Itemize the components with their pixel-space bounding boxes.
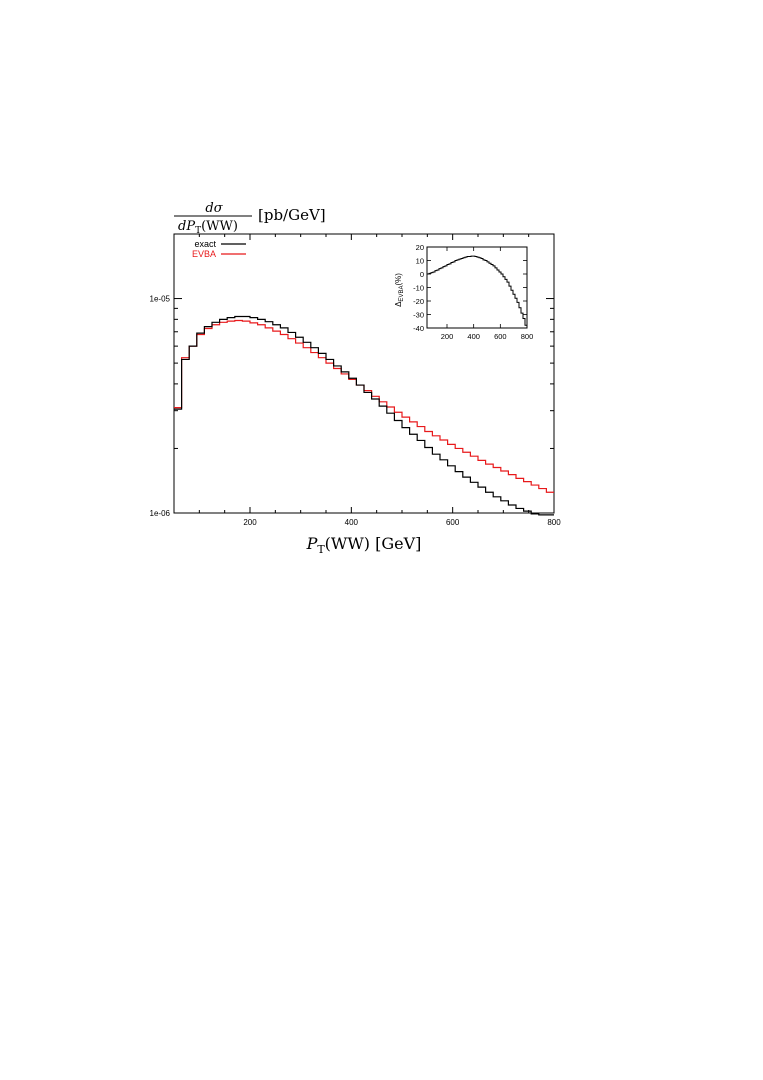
inset-x-tick-label: 200 xyxy=(441,332,454,341)
x-tick-label: 200 xyxy=(243,518,257,527)
inset-y-tick-label: 0 xyxy=(420,270,424,279)
inset-y-tick-label: -30 xyxy=(413,311,424,320)
inset-y-tick-label: -20 xyxy=(413,297,424,306)
inset-x-tick-label: 800 xyxy=(521,332,534,341)
inset-y-tick-label: 10 xyxy=(416,257,424,266)
y-tick-label: 1e-05 xyxy=(150,295,171,304)
inset-x-tick-label: 600 xyxy=(494,332,507,341)
legend-label-evba: EVBA xyxy=(192,249,216,259)
x-tick-label: 600 xyxy=(446,518,460,527)
series-evba-line xyxy=(174,319,554,493)
main-plot-frame xyxy=(173,233,555,514)
inset-plot-frame xyxy=(426,246,528,329)
inset-y-tick-label: -40 xyxy=(413,324,424,333)
inset-y-tick-label: -10 xyxy=(413,284,424,293)
inset-plot: 20 10 0 -10 -20 -30 -40 200 400 600 800 ΔEVBA(%) xyxy=(394,243,533,341)
x-tick-label: 800 xyxy=(547,518,561,527)
x-tick-label: 400 xyxy=(345,518,359,527)
series-exact-line xyxy=(174,315,554,516)
ylabel-unit: [pb/GeV] xyxy=(258,206,326,224)
inset-delta-line xyxy=(427,255,527,326)
main-ylabel: dσ dPT(WW) [pb/GeV] xyxy=(174,201,326,236)
inset-y-tick-label: 20 xyxy=(416,243,424,252)
main-xlabel: PT(WW) [GeV] xyxy=(306,534,422,556)
legend: exact EVBA xyxy=(192,239,246,259)
legend-label-exact: exact xyxy=(194,239,216,249)
y-tick-label: 1e-06 xyxy=(150,509,171,518)
inset-series xyxy=(427,255,527,326)
inset-x-tick-label: 400 xyxy=(467,332,480,341)
ylabel-numerator: dσ xyxy=(205,201,223,216)
main-series xyxy=(174,315,554,516)
inset-ticks: 20 10 0 -10 -20 -30 -40 200 400 600 800 xyxy=(413,243,533,341)
ylabel-denominator: dPT(WW) xyxy=(178,219,238,236)
inset-ylabel: ΔEVBA(%) xyxy=(394,273,405,307)
